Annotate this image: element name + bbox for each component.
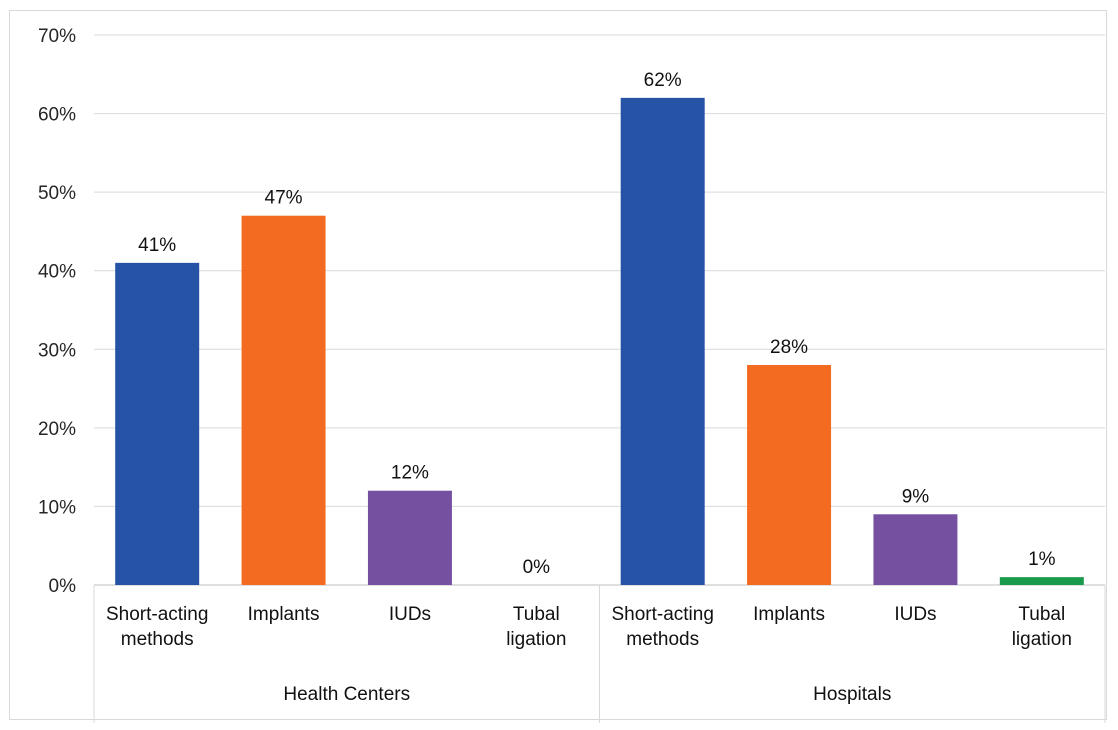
bar bbox=[241, 215, 326, 585]
category-label: Short-acting methods bbox=[106, 604, 208, 650]
y-tick-label: 40% bbox=[38, 262, 76, 283]
category-label: Tubal ligation bbox=[506, 604, 566, 650]
data-label: 12% bbox=[391, 463, 429, 484]
y-tick-label: 20% bbox=[38, 419, 76, 440]
data-label: 47% bbox=[265, 188, 303, 209]
bar bbox=[747, 365, 832, 585]
data-label: 28% bbox=[770, 337, 808, 358]
x-axis: Short-acting methods Implants IUDs Tubal liga… bbox=[93, 585, 1106, 723]
group-label: Health Centers bbox=[283, 684, 410, 705]
category-label: Implants bbox=[248, 604, 320, 625]
bar bbox=[620, 97, 705, 585]
y-tick-label: 70% bbox=[38, 26, 76, 47]
bar bbox=[115, 262, 200, 585]
y-tick-label: 60% bbox=[38, 105, 76, 126]
data-label: 1% bbox=[1028, 549, 1056, 570]
category-label: Implants bbox=[753, 604, 825, 625]
bars bbox=[115, 97, 1084, 585]
category-label: Short-acting methods bbox=[611, 604, 713, 650]
category-label: IUDs bbox=[389, 604, 431, 625]
y-tick-label: 50% bbox=[38, 183, 76, 204]
data-label: 9% bbox=[902, 486, 930, 507]
y-tick-label: 0% bbox=[49, 576, 77, 597]
bar bbox=[367, 490, 452, 585]
bar bbox=[999, 577, 1084, 585]
data-label: 0% bbox=[523, 557, 551, 578]
y-tick-label: 30% bbox=[38, 340, 76, 361]
data-labels: 41% 47% 12% 0% 62% 28% 9% 1% bbox=[138, 70, 1055, 578]
bar bbox=[873, 514, 958, 585]
y-tick-label: 10% bbox=[38, 497, 76, 518]
y-axis: 0% 10% 20% 30% 40% 50% 60% 70% bbox=[38, 26, 76, 597]
category-label: IUDs bbox=[894, 604, 936, 625]
category-label: Tubal ligation bbox=[1012, 604, 1072, 650]
data-label: 41% bbox=[138, 235, 176, 256]
data-label: 62% bbox=[644, 70, 682, 91]
group-label: Hospitals bbox=[813, 684, 891, 705]
